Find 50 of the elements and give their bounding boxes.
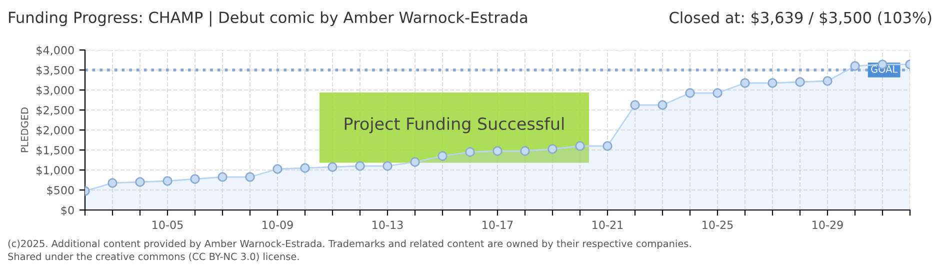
point (328, 162, 338, 172)
point (602, 141, 612, 151)
point (795, 77, 805, 87)
x-tick-label: 10-21 (592, 220, 623, 230)
y-tick-label: $1,500 (36, 146, 74, 156)
point (272, 164, 282, 174)
annotation: Project Funding Successful (344, 117, 564, 134)
point (162, 176, 172, 186)
point (438, 151, 448, 161)
x-tick-label: 10-17 (482, 220, 513, 230)
y-tick-label: $4,000 (36, 46, 74, 56)
y-axis-title: PLEDGED (20, 108, 28, 152)
text: (c)2025. Additional content provided by Amber Warnock-Estrada. Trademarks and related content are owned by their respective companies. (8, 240, 691, 250)
chart-title: Funding Progress: CHAMP | Debut comic by Amber Warnock-Estrada (9, 11, 527, 27)
y-tick-label: $1,000 (36, 166, 74, 176)
point (382, 161, 392, 171)
point (658, 100, 668, 110)
y-tick-label: $2,500 (36, 106, 74, 116)
point (850, 61, 860, 71)
y-tick-label: $0 (61, 206, 74, 216)
point (712, 88, 722, 98)
point (300, 163, 310, 173)
point (685, 88, 695, 98)
x-tick-label: 10-29 (812, 220, 843, 230)
y-tick-label: $2,000 (36, 126, 74, 136)
y-tick-label: $3,500 (36, 66, 74, 76)
point (740, 78, 750, 88)
chart-subtitle: Closed at: $3,639 / $3,500 (103%) (670, 12, 932, 26)
point (355, 161, 365, 171)
point (190, 174, 200, 184)
x-tick-label: 10-09 (262, 220, 293, 230)
y-tick-label: $3,000 (36, 86, 74, 96)
point (218, 172, 228, 182)
point (135, 177, 145, 187)
point (630, 100, 640, 110)
point (575, 141, 585, 151)
point (410, 157, 420, 167)
y-tick-label: $500 (47, 186, 74, 196)
point (548, 144, 558, 154)
text: Shared under the creative commons (CC BY-NC 3.0) license. (8, 252, 299, 262)
point (108, 178, 118, 188)
x-tick-label: 10-25 (702, 220, 733, 230)
point (768, 78, 778, 88)
x-tick-label: 10-13 (372, 220, 403, 230)
point (465, 147, 475, 157)
point (520, 146, 530, 156)
point (492, 146, 502, 156)
point (245, 172, 255, 182)
point (822, 76, 832, 86)
x-tick-label: 10-05 (152, 220, 183, 230)
